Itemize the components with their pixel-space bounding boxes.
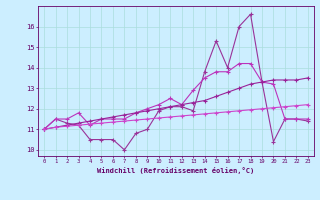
X-axis label: Windchill (Refroidissement éolien,°C): Windchill (Refroidissement éolien,°C) [97, 167, 255, 174]
